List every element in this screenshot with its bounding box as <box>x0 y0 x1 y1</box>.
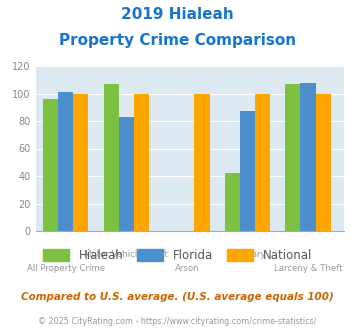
Bar <box>119 117 134 231</box>
Bar <box>316 93 331 231</box>
Text: 2019 Hialeah: 2019 Hialeah <box>121 7 234 21</box>
Text: © 2025 CityRating.com - https://www.cityrating.com/crime-statistics/: © 2025 CityRating.com - https://www.city… <box>38 317 317 326</box>
Bar <box>43 99 58 231</box>
Bar <box>225 173 240 231</box>
Text: Arson: Arson <box>175 264 199 273</box>
Bar <box>134 93 149 231</box>
Text: Compared to U.S. average. (U.S. average equals 100): Compared to U.S. average. (U.S. average … <box>21 292 334 302</box>
Text: Burglary: Burglary <box>229 250 266 259</box>
Bar <box>285 84 300 231</box>
Bar <box>73 93 88 231</box>
Legend: Hialeah, Florida, National: Hialeah, Florida, National <box>38 244 317 266</box>
Bar <box>255 93 270 231</box>
Bar <box>300 82 316 231</box>
Text: Larceny & Theft: Larceny & Theft <box>274 264 342 273</box>
Text: All Property Crime: All Property Crime <box>27 264 105 273</box>
Bar <box>195 93 209 231</box>
Bar <box>104 84 119 231</box>
Text: Property Crime Comparison: Property Crime Comparison <box>59 33 296 48</box>
Text: Motor Vehicle Theft: Motor Vehicle Theft <box>84 250 168 259</box>
Bar <box>58 92 73 231</box>
Bar <box>240 112 255 231</box>
